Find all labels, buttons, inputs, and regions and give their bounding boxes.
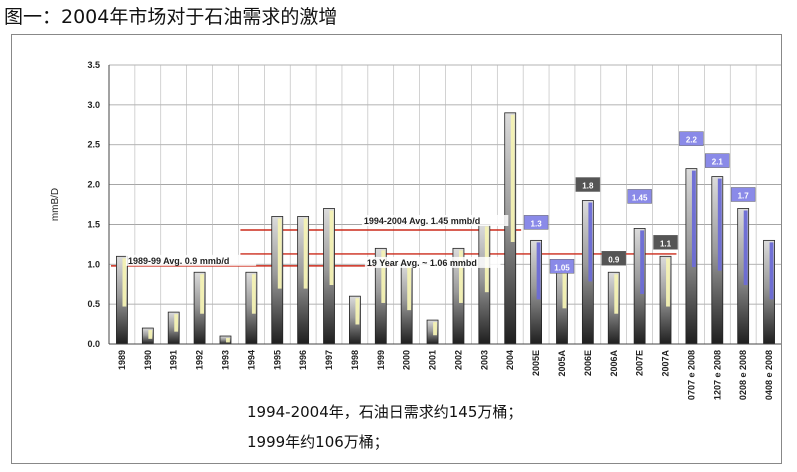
note-line-2: 1999年约106万桶； [247, 433, 389, 451]
bar-chart: 1989-99 Avg. 0.9 mmb/d 1994-2004 Avg. 1.4… [50, 60, 781, 400]
x-tick-label: 0408 e 2008 [764, 350, 774, 400]
y-tick-label: 3.5 [87, 60, 100, 70]
y-tick-label: 0.5 [87, 299, 100, 309]
data-label: 1.1 [660, 239, 672, 248]
data-label: 2.1 [712, 158, 724, 167]
reference-labels: 1989-99 Avg. 0.9 mmb/d 1994-2004 Avg. 1.4… [125, 215, 509, 268]
data-label-box [575, 177, 601, 192]
chart-frame: 1989-99 Avg. 0.9 mmb/d 1994-2004 Avg. 1.4… [11, 34, 782, 464]
y-tick-label: 0.0 [87, 339, 100, 349]
bar-highlight [251, 274, 256, 314]
data-label-box [705, 153, 730, 168]
x-tick-label: 1989 [117, 350, 127, 370]
x-tick-label: 1990 [143, 350, 153, 370]
bar-highlight [743, 210, 748, 286]
bar-highlight [433, 322, 437, 336]
bar-highlight [614, 274, 619, 314]
data-label-box [549, 259, 575, 274]
data-label: 1.3 [531, 219, 543, 228]
bar-highlight [562, 262, 567, 309]
x-tick-label: 0707 e 2008 [686, 350, 696, 400]
y-axis-label: mmB/D [50, 188, 61, 221]
page-title: 图一：2004年市场对于石油需求的激增 [4, 6, 338, 28]
reference-label-bg [361, 215, 509, 227]
data-label-box [679, 131, 704, 146]
bar-highlight [329, 210, 334, 286]
x-tick-label: 2001 [428, 350, 438, 370]
reference-line-label: 19 Year Avg. ~ 1.06 mmbd [367, 258, 477, 268]
bar-highlight [691, 170, 696, 268]
x-tick-label: 1999 [376, 350, 386, 370]
data-label-box [730, 187, 756, 202]
bar-highlight [200, 274, 204, 314]
x-tick-label: 1993 [220, 350, 230, 370]
reference-label-bg [364, 256, 501, 268]
x-tick-label: 2007E [635, 350, 645, 376]
x-tick-label: 1996 [298, 350, 308, 370]
bar-highlight [458, 250, 463, 303]
bar-highlight [148, 330, 153, 339]
y-tick-label: 2.0 [87, 180, 100, 190]
data-label-box [627, 189, 652, 204]
x-tick-label: 2000 [402, 350, 412, 370]
x-tick-label: 2005E [531, 350, 541, 376]
x-tick-label: 2006E [583, 350, 593, 376]
y-tick-label: 1.0 [87, 259, 100, 269]
data-label-box [523, 215, 549, 230]
bar-highlight [769, 242, 774, 300]
data-label: 0.9 [608, 255, 620, 264]
data-label-box [653, 235, 678, 250]
bar-highlight [536, 242, 541, 300]
reference-line-label: 1989-99 Avg. 0.9 mmb/d [128, 256, 229, 266]
bar-highlight [226, 338, 230, 343]
note-line-1: 1994-2004年，石油日需求约145万桶； [247, 403, 523, 421]
x-tick-label: 2005A [557, 350, 567, 377]
bar-highlight [122, 258, 127, 307]
x-tick-label: 2006A [609, 350, 619, 377]
reference-label-bg [125, 254, 257, 266]
x-tick-label: 1207 e 2008 [712, 350, 722, 400]
y-tick-label: 2.5 [87, 140, 100, 150]
bar-highlight [303, 218, 308, 289]
data-label: 1.7 [738, 191, 750, 200]
x-tick-label: 2007A [661, 350, 671, 377]
bar-highlight [174, 314, 179, 332]
bar-highlight [407, 266, 412, 311]
reference-line-label: 1994-2004 Avg. 1.45 mmb/d [364, 216, 480, 226]
x-tick-label: 2003 [479, 350, 489, 370]
x-tick-label: 1997 [324, 350, 334, 370]
x-tick-label: 1994 [246, 350, 256, 370]
data-label: 1.45 [632, 193, 648, 202]
x-tick-label: 1992 [195, 350, 205, 370]
x-tick-label: 2004 [505, 350, 515, 370]
data-labels: 1.3 1.05 1.8 0.9 1.45 1.1 2.2 2.1 1.7 [523, 131, 756, 274]
bar-highlight [277, 218, 282, 289]
data-label: 2.2 [686, 136, 698, 145]
x-tick-label: 0208 e 2008 [738, 350, 748, 400]
data-label-box [601, 251, 626, 266]
y-tick-label: 3.0 [87, 100, 100, 110]
data-label: 1.05 [554, 263, 570, 272]
bar-highlight [588, 202, 593, 282]
data-label: 1.8 [582, 182, 594, 191]
bar-highlight [510, 114, 515, 242]
axes: 0.0 0.5 1.0 1.5 2.0 2.5 3.0 3.5 mmB/D 1989 1990 199… [50, 60, 781, 400]
x-tick-label: 1995 [272, 350, 282, 370]
x-tick-label: 2002 [453, 350, 463, 370]
bar-highlight [355, 298, 360, 325]
bar-highlight [666, 258, 670, 307]
x-tick-label: 1998 [350, 350, 360, 370]
bar-highlight [640, 230, 645, 294]
x-tick-label: 1991 [169, 350, 179, 370]
grid-lines [108, 64, 781, 345]
bar-highlight [717, 178, 722, 271]
bar-highlight [381, 250, 386, 303]
y-tick-label: 1.5 [87, 219, 100, 229]
